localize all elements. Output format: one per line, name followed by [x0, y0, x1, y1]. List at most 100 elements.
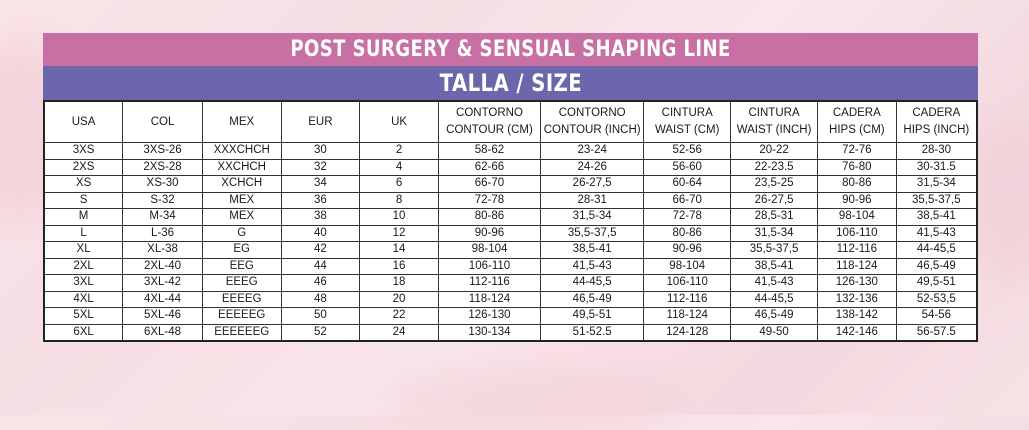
table-cell: 52-56 — [643, 142, 732, 160]
table-cell: XL-38 — [122, 241, 203, 259]
table-cell: MEX — [201, 191, 282, 209]
table-row: 2XS 2XS-28 XXCHCH 32 4 62-66 24-26 56-60 22-23.5… — [43, 158, 978, 176]
table-cell: 2 — [359, 142, 439, 160]
table-cell: 48 — [280, 290, 361, 308]
table-cell: 3XL-42 — [122, 274, 203, 292]
table-cell: 72-76 — [817, 142, 897, 160]
table-cell: 31,5-34 — [540, 208, 645, 226]
column-header: MEX — [201, 100, 282, 143]
table-cell: XS-30 — [122, 175, 203, 193]
column-header: CINTURA WAIST (INCH) — [730, 100, 818, 143]
table-cell: 44-45,5 — [540, 274, 645, 292]
column-header-label: CONTORNO — [558, 107, 626, 119]
table-cell: 30-31.5 — [895, 158, 978, 176]
table-cell: 44-45,5 — [730, 290, 818, 308]
table-cell: 38,5-41 — [540, 241, 645, 259]
table-cell: 49,5-51 — [895, 274, 978, 292]
table-cell: 52 — [280, 323, 361, 342]
table-cell: 6XL — [43, 323, 124, 342]
table-cell: 138-142 — [817, 307, 897, 325]
column-header: COL — [122, 100, 203, 143]
column-header-label: CONTORNO — [456, 107, 523, 119]
table-cell: 124-128 — [643, 323, 732, 342]
table-cell: 56-60 — [643, 158, 732, 176]
table-cell: 22 — [359, 307, 439, 325]
table-cell: 6XL-48 — [122, 323, 203, 342]
column-header-label: CONTOUR (CM) — [446, 124, 533, 136]
column-header-label: EUR — [308, 115, 333, 128]
column-header: USA — [43, 100, 124, 143]
table-cell: 26-27,5 — [540, 175, 645, 193]
table-cell: 106-110 — [643, 274, 732, 292]
table-cell: 28,5-31 — [730, 208, 818, 226]
table-cell: 2XS-28 — [122, 158, 203, 176]
table-cell: 12 — [359, 224, 439, 242]
table-row: XL XL-38 EG 42 14 98-104 38,5-41 90-96 35,5-37,5… — [43, 241, 978, 259]
table-cell: 42 — [280, 241, 361, 259]
table-row: 3XL 3XL-42 EEEG 46 18 112-116 44-45,5 106-110 41… — [43, 274, 978, 292]
table-cell: 20-22 — [730, 142, 818, 160]
table-cell: 66-70 — [643, 191, 732, 209]
table-cell: 118-124 — [643, 307, 732, 325]
table-cell: 50 — [280, 307, 361, 325]
table-cell: 80-86 — [643, 224, 732, 242]
chart-title-banner: POST SURGERY & SENSUAL SHAPING LINE — [43, 33, 978, 66]
table-cell: 142-146 — [817, 323, 897, 342]
table-cell: 130-134 — [437, 323, 542, 342]
table-cell: 72-78 — [643, 208, 732, 226]
table-cell: 49-50 — [730, 323, 818, 342]
table-cell: 18 — [359, 274, 439, 292]
table-cell: 2XS — [43, 158, 124, 176]
table-cell: 34 — [280, 175, 361, 193]
table-cell: 26-27,5 — [730, 191, 818, 209]
table-cell: 4XL-44 — [122, 290, 203, 308]
column-header: CINTURA WAIST (CM) — [643, 100, 732, 143]
table-cell: M-34 — [122, 208, 203, 226]
table-body: 3XS 3XS-26 XXXCHCH 30 2 58-62 23-24 52-56 20-22 7… — [43, 142, 978, 342]
table-cell: 90-96 — [437, 224, 542, 242]
table-cell: 76-80 — [817, 158, 897, 176]
table-cell: 58-62 — [437, 142, 542, 160]
size-chart: POST SURGERY & SENSUAL SHAPING LINE TALL… — [43, 33, 978, 342]
table-cell: 41,5-43 — [730, 274, 818, 292]
table-row: M M-34 MEX 38 10 80-86 31,5-34 72-78 28,5-31 98-1… — [43, 208, 978, 226]
table-cell: 35,5-37,5 — [895, 191, 978, 209]
chart-title: POST SURGERY & SENSUAL SHAPING LINE — [290, 37, 731, 62]
table-cell: 8 — [359, 191, 439, 209]
table-cell: 44 — [280, 257, 361, 275]
table-cell: XXXCHCH — [201, 142, 282, 160]
table-cell: 80-86 — [817, 175, 897, 193]
table-cell: 23-24 — [540, 142, 645, 160]
column-header-label: WAIST (CM) — [654, 124, 720, 136]
table-cell: 38,5-41 — [730, 257, 818, 275]
table-cell: 14 — [359, 241, 439, 259]
table-cell: S — [43, 191, 124, 209]
table-cell: EEEEEEG — [201, 323, 282, 342]
table-cell: EEEEEG — [201, 307, 282, 325]
table-cell: 4 — [359, 158, 439, 176]
table-cell: 126-130 — [437, 307, 542, 325]
table-cell: 46,5-49 — [895, 257, 978, 275]
table-cell: L — [43, 224, 124, 242]
table-cell: 126-130 — [817, 274, 897, 292]
table-cell: 28-31 — [540, 191, 645, 209]
column-header: CADERA HIPS (CM) — [817, 100, 897, 143]
table-cell: 10 — [359, 208, 439, 226]
column-header: UK — [359, 100, 439, 143]
column-header: CONTORNO CONTOUR (CM) — [437, 100, 542, 143]
chart-subtitle-banner: TALLA / SIZE — [43, 66, 978, 100]
table-cell: 62-66 — [437, 158, 542, 176]
column-header-label: CINTURA — [748, 107, 800, 119]
table-cell: 35,5-37,5 — [540, 224, 645, 242]
table-cell: 112-116 — [643, 290, 732, 308]
table-cell: 132-136 — [817, 290, 897, 308]
table-cell: 28-30 — [895, 142, 978, 160]
table-cell: 2XL-40 — [122, 257, 203, 275]
table-cell: 72-78 — [437, 191, 542, 209]
table-cell: 35,5-37,5 — [730, 241, 818, 259]
table-cell: XCHCH — [201, 175, 282, 193]
table-cell: MEX — [201, 208, 282, 226]
table-cell: 106-110 — [817, 224, 897, 242]
table-cell: 24 — [359, 323, 439, 342]
table-row: 5XL 5XL-46 EEEEEG 50 22 126-130 49,5-51 118-124… — [43, 307, 978, 325]
